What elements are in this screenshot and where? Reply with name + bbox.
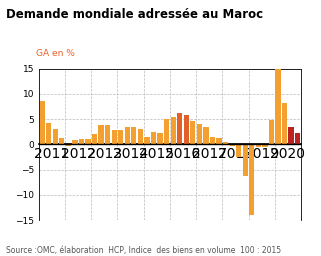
Bar [53,129,58,144]
Text: Demande mondiale adressée au Maroc: Demande mondiale adressée au Maroc [6,8,264,21]
Bar [197,124,202,144]
Bar [144,137,150,144]
Bar [190,121,195,144]
Bar [289,127,294,144]
Bar [112,130,117,144]
Bar [269,120,274,144]
Text: Source :OMC, élaboration  HCP, Indice  des biens en volume  100 : 2015: Source :OMC, élaboration HCP, Indice des… [6,246,282,255]
Text: GA en %: GA en % [36,49,75,58]
Bar [99,125,104,144]
Bar [92,134,97,144]
Bar [59,138,65,144]
Bar [138,129,143,144]
Bar [158,133,163,144]
Bar [131,127,136,144]
Bar [282,103,287,144]
Bar [216,138,222,144]
Bar [46,123,51,144]
Bar [236,144,241,157]
Bar [170,116,176,144]
Bar [105,125,110,144]
Bar [184,115,189,144]
Bar [125,127,130,144]
Bar [164,119,169,144]
Bar [85,139,91,144]
Bar [66,144,71,146]
Bar [203,127,209,144]
Bar [262,144,267,147]
Bar [79,139,84,144]
Bar [210,137,215,144]
Bar [256,144,261,147]
Bar [249,144,255,215]
Bar [243,144,248,176]
Bar [230,144,235,146]
Bar [151,132,156,144]
Bar [275,69,281,144]
Bar [295,133,300,144]
Bar [39,101,45,144]
Bar [223,142,228,144]
Bar [72,140,77,144]
Bar [177,113,182,144]
Bar [118,130,123,144]
